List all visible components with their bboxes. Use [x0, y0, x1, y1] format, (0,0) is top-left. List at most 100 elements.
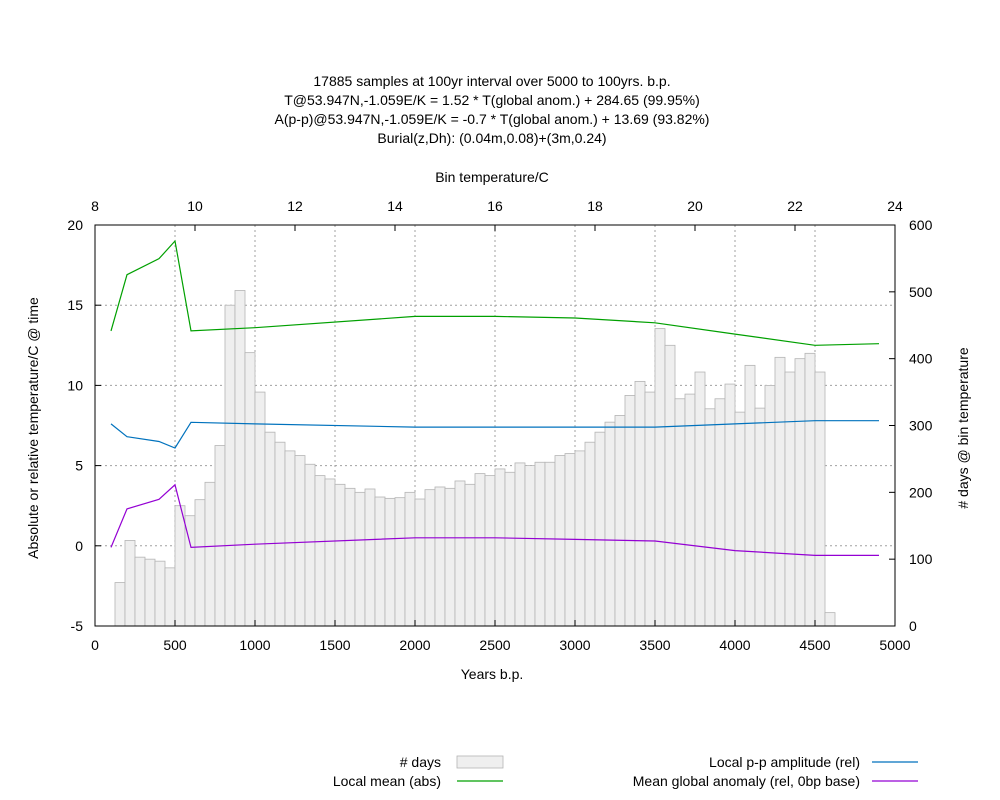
histogram-bar [294, 455, 306, 627]
histogram-bar [214, 445, 226, 627]
histogram-bar [274, 441, 286, 627]
tick-label: -5 [71, 618, 84, 634]
histogram-bar [154, 560, 166, 627]
x-axis-label: Years b.p. [461, 666, 524, 682]
histogram-bar [794, 358, 806, 627]
tick-label: 1500 [319, 637, 350, 653]
legend-swatch [456, 755, 504, 769]
tick-label: 100 [909, 551, 933, 567]
tick-label: 8 [91, 198, 99, 214]
histogram-bar [144, 558, 156, 627]
histogram-bar [544, 461, 556, 627]
histogram-bar [264, 431, 276, 627]
tick-label: 600 [909, 217, 933, 233]
legend-label: Local p-p amplitude (rel) [709, 754, 860, 770]
right-y-axis-label: # days @ bin temperature [955, 347, 971, 509]
histogram-bar [174, 505, 186, 627]
histogram-bar [724, 383, 736, 627]
histogram-bar [574, 450, 586, 627]
tick-label: 14 [387, 198, 403, 214]
histogram-bar [124, 540, 136, 627]
top-x-axis-label: Bin temperature/C [435, 169, 549, 185]
histogram-bar [674, 398, 686, 627]
tick-label: 3500 [639, 637, 670, 653]
tick-label: 18 [587, 198, 603, 214]
tick-label: 500 [909, 284, 933, 300]
histogram-bar [784, 371, 796, 627]
histogram-bars [114, 290, 836, 627]
title-line: T@53.947N,-1.059E/K = 1.52 * T(global an… [284, 92, 700, 108]
tick-label: 300 [909, 418, 933, 434]
tick-label: 0 [91, 637, 99, 653]
title-line: A(p-p)@53.947N,-1.059E/K = -0.7 * T(glob… [275, 111, 710, 127]
histogram-bar [584, 441, 596, 627]
series-line [110, 239, 880, 346]
histogram-bar [254, 391, 266, 627]
series-line [110, 420, 879, 449]
histogram-bar [594, 431, 606, 627]
histogram-bar [414, 498, 426, 627]
histogram-bar [224, 304, 236, 627]
tick-label: 2500 [479, 637, 510, 653]
tick-label: 1000 [239, 637, 270, 653]
tick-label: 12 [287, 198, 303, 214]
histogram-bar [184, 515, 196, 627]
histogram-bar [604, 421, 616, 627]
series-lines [110, 239, 880, 557]
histogram-bar [824, 612, 836, 627]
title-line: 17885 samples at 100yr interval over 500… [313, 73, 670, 89]
histogram-bar [394, 497, 406, 627]
tick-label: 0 [909, 618, 917, 634]
legend-label: Local mean (abs) [333, 773, 441, 789]
tick-label: 4500 [799, 637, 830, 653]
histogram-bar [194, 499, 206, 627]
histogram-bar [384, 497, 396, 627]
histogram-bar [314, 475, 326, 627]
histogram-bar [134, 556, 146, 627]
histogram-bar [554, 455, 566, 627]
histogram-bar [444, 487, 456, 627]
legend-label: # days [400, 754, 441, 770]
histogram-bar [804, 352, 816, 627]
histogram-bar [614, 415, 626, 627]
histogram-bar [664, 344, 676, 627]
tick-label: 10 [187, 198, 203, 214]
tick-label: 24 [887, 198, 903, 214]
tick-label: 20 [687, 198, 703, 214]
tick-label: 2000 [399, 637, 430, 653]
histogram-bar [434, 486, 446, 627]
histogram-bar [234, 290, 246, 627]
tick-label: 4000 [719, 637, 750, 653]
histogram-bar [484, 475, 496, 627]
legend-label: Mean global anomaly (rel, 0bp base) [633, 773, 860, 789]
tick-label: 22 [787, 198, 803, 214]
histogram-bar [284, 450, 296, 627]
y-axis-label: Absolute or relative temperature/C @ tim… [25, 297, 41, 559]
histogram-bar [324, 478, 336, 627]
histogram-bar [474, 473, 486, 627]
histogram-bar [354, 491, 366, 627]
histogram-bar [404, 491, 416, 627]
histogram-bar [744, 364, 756, 627]
tick-label: 5 [75, 458, 83, 474]
histogram-bar [374, 496, 386, 627]
histogram-bar [734, 411, 746, 627]
histogram-bar [754, 407, 766, 627]
histogram-bar [494, 468, 506, 627]
tick-label: 10 [67, 377, 83, 393]
histogram-bar [704, 408, 716, 627]
histogram-bar [694, 371, 706, 627]
tick-label: 15 [67, 297, 83, 313]
histogram-bar [164, 567, 176, 627]
histogram-bar [334, 483, 346, 627]
tick-label: 500 [163, 637, 187, 653]
title-line: Burial(z,Dh): (0.04m,0.08)+(3m,0.24) [377, 130, 606, 146]
histogram-bar [634, 380, 646, 627]
histogram-bar [344, 487, 356, 627]
histogram-bar [304, 463, 316, 627]
histogram-bar [624, 395, 636, 627]
legend: # days Local mean (abs) Local p-p amplitud… [333, 754, 918, 789]
histogram-bar [364, 488, 376, 627]
chart-title: 17885 samples at 100yr interval over 500… [275, 73, 710, 146]
